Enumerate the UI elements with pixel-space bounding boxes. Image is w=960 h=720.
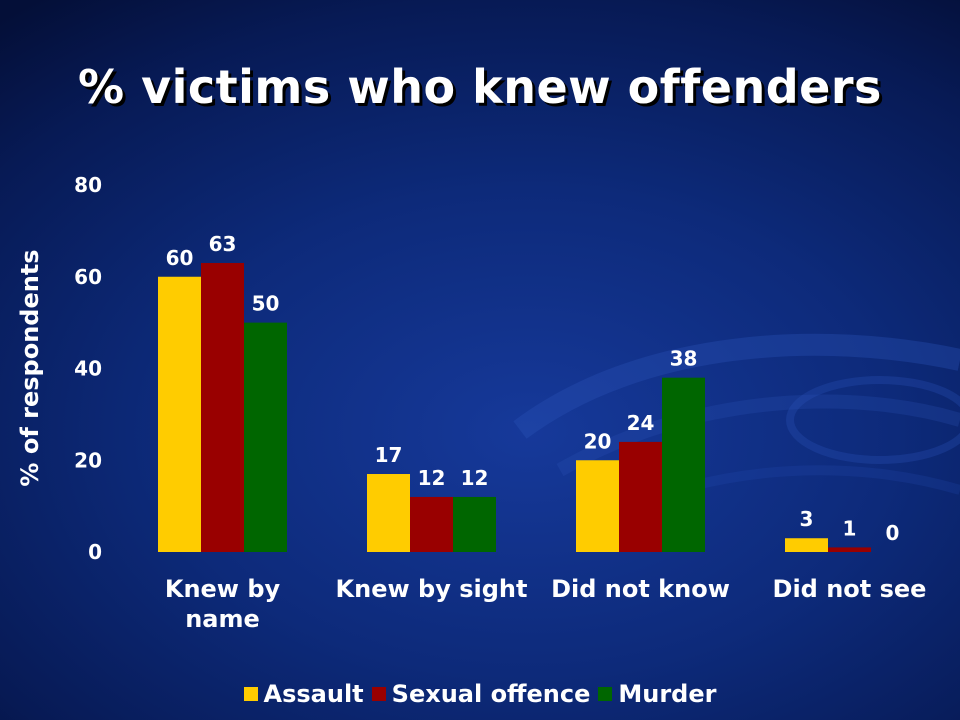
legend-label: Assault — [263, 680, 364, 708]
y-axis-title: % of respondents — [16, 249, 44, 486]
legend-swatch — [243, 687, 258, 701]
data-label: 24 — [627, 411, 655, 435]
bar-sexual-offence — [410, 496, 453, 552]
chart-legend: Assault Sexual offence Murder — [0, 680, 960, 708]
bar-assault — [158, 276, 201, 552]
bar-sexual-offence — [828, 547, 871, 552]
bar-chart: 0 20 40 60 80 % of respondents 60 63 50 Knew byna… — [16, 173, 927, 633]
bar-sexual-offence — [201, 262, 244, 552]
data-label: 60 — [166, 246, 194, 270]
category-label: Did not see — [773, 575, 927, 603]
bar-murder — [244, 322, 287, 552]
category-label: Knew by — [165, 575, 281, 603]
data-label: 63 — [209, 232, 237, 256]
legend-swatch — [371, 687, 386, 701]
data-label: 0 — [886, 521, 900, 545]
data-label: 17 — [375, 443, 403, 467]
legend-item: Sexual offence — [371, 680, 591, 708]
data-label: 38 — [670, 347, 698, 371]
category-label: Knew by sight — [336, 575, 528, 603]
data-label: 1 — [843, 516, 857, 540]
data-label: 12 — [461, 466, 489, 490]
legend-item: Assault — [243, 680, 364, 708]
data-label: 50 — [252, 292, 280, 316]
bar-assault — [785, 538, 828, 552]
bar-murder — [453, 496, 496, 552]
chart-title: % victims who knew offenders — [78, 60, 882, 114]
data-label: 3 — [800, 507, 814, 531]
legend-label: Sexual offence — [391, 680, 591, 708]
data-label: 20 — [584, 429, 612, 453]
legend-label: Murder — [618, 680, 717, 708]
y-tick-label: 20 — [74, 448, 102, 472]
category-label: name — [185, 605, 260, 633]
bar-assault — [367, 474, 410, 552]
data-label: 12 — [418, 466, 446, 490]
y-tick-label: 0 — [88, 540, 102, 564]
bar-assault — [576, 460, 619, 552]
category-label: Did not know — [551, 575, 730, 603]
y-tick-label: 60 — [74, 265, 102, 289]
bar-sexual-offence — [619, 441, 662, 552]
bar-murder — [662, 377, 705, 552]
y-tick-label: 80 — [74, 173, 102, 197]
y-tick-label: 40 — [74, 357, 102, 381]
legend-swatch — [598, 687, 613, 701]
legend-item: Murder — [598, 680, 716, 708]
